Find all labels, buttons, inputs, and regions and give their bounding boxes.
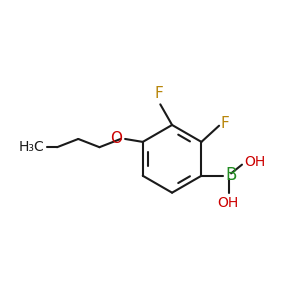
Text: F: F [220,116,229,131]
Text: OH: OH [218,196,239,210]
Text: F: F [154,86,163,101]
Text: O: O [110,131,122,146]
Text: OH: OH [244,155,266,169]
Text: B: B [226,166,237,184]
Text: H₃C: H₃C [19,140,44,154]
